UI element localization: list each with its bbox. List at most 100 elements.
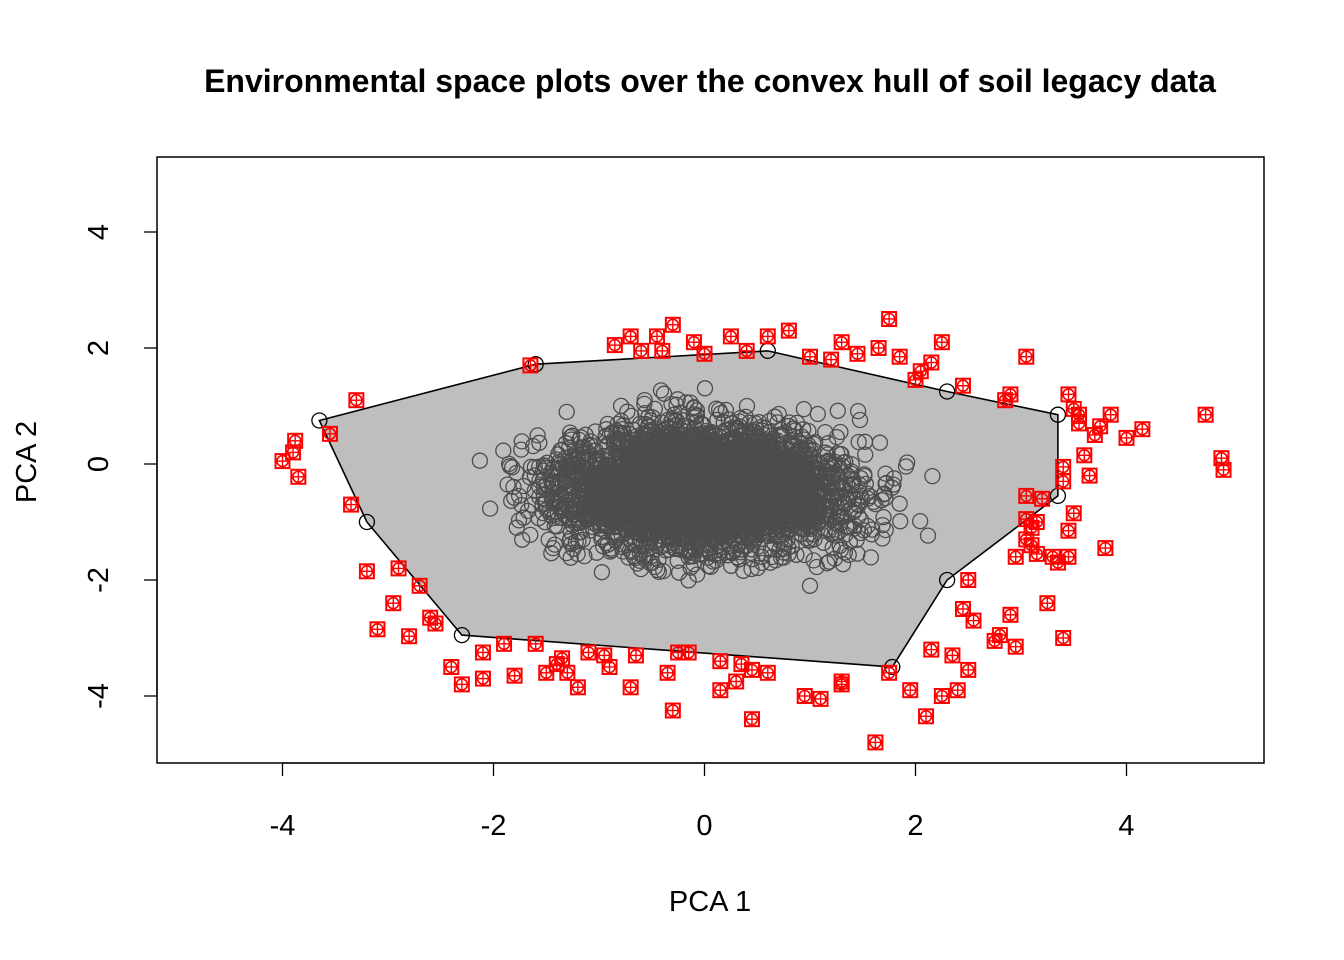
legacy-point: [685, 399, 703, 416]
legacy-point: [515, 509, 532, 526]
x-tick-label: 4: [1118, 810, 1134, 842]
legacy-point: [621, 513, 639, 530]
legacy-point: [740, 518, 757, 536]
legacy-point: [857, 446, 874, 463]
legacy-point: [514, 531, 531, 548]
legacy-point: [801, 505, 819, 522]
outside-point: [1076, 447, 1093, 464]
legacy-point: [797, 530, 815, 547]
legacy-point: [775, 540, 792, 558]
outside-point: [991, 627, 1008, 644]
outside-point: [1060, 548, 1077, 565]
legacy-point: [642, 421, 660, 439]
outside-point: [358, 563, 375, 580]
legacy-point: [875, 508, 892, 526]
legacy-point: [675, 521, 693, 539]
outside-point: [881, 664, 898, 681]
legacy-point: [659, 493, 677, 510]
legacy-point: [820, 492, 837, 509]
outside-point: [1018, 487, 1035, 504]
hull-vertex-point: [938, 383, 956, 400]
legacy-point: [862, 549, 880, 566]
legacy-point: [546, 517, 563, 535]
legacy-point: [863, 526, 880, 543]
legacy-point: [730, 462, 747, 479]
legacy-point: [892, 513, 909, 530]
outside-point: [1034, 490, 1051, 507]
outside-point: [960, 572, 977, 588]
outside-point: [654, 342, 671, 359]
legacy-point: [697, 438, 715, 455]
y-tick-label: 0: [83, 456, 115, 472]
outside-point: [965, 612, 982, 629]
legacy-point: [756, 419, 773, 437]
legacy-point: [750, 510, 768, 527]
outside-point: [933, 334, 950, 351]
legacy-point: [678, 477, 695, 494]
x-tick-label: 0: [696, 810, 712, 842]
outside-point: [427, 615, 444, 632]
legacy-point: [631, 467, 649, 484]
legacy-point: [849, 490, 866, 508]
legacy-points: [311, 342, 1067, 676]
legacy-point: [642, 412, 659, 429]
outside-point: [290, 468, 307, 485]
legacy-point: [604, 445, 621, 462]
legacy-point: [566, 464, 583, 481]
legacy-point: [688, 426, 706, 444]
outside-point: [453, 676, 470, 693]
outside-point: [1028, 514, 1045, 530]
legacy-point: [833, 478, 850, 495]
hull-vertex-point: [358, 513, 376, 531]
legacy-point: [732, 409, 749, 427]
legacy-point: [564, 427, 581, 444]
legacy-point: [540, 531, 557, 548]
outside-point: [601, 659, 618, 675]
legacy-point: [630, 453, 648, 470]
legacy-point: [752, 469, 769, 486]
legacy-point: [576, 547, 593, 565]
legacy-point: [629, 555, 646, 572]
outside-point: [867, 734, 884, 751]
legacy-point: [738, 458, 755, 476]
x-tick-label: -4: [270, 810, 296, 842]
legacy-point: [595, 506, 613, 523]
legacy-point: [773, 521, 791, 539]
outside-point: [823, 351, 840, 368]
legacy-point: [798, 467, 815, 484]
legacy-point: [656, 421, 673, 439]
legacy-point: [632, 560, 650, 578]
legacy-point: [704, 483, 721, 500]
outside-point: [1197, 406, 1214, 423]
legacy-point: [637, 467, 655, 484]
legacy-point: [522, 526, 539, 544]
x-tick-label: -2: [481, 810, 507, 842]
legacy-point: [586, 478, 603, 496]
outside-point: [627, 647, 644, 664]
legacy-point: [595, 490, 612, 508]
legacy-point: [656, 482, 673, 499]
legacy-point: [665, 406, 683, 423]
legacy-point: [818, 555, 836, 572]
outside-point: [274, 453, 291, 470]
legacy-point: [724, 471, 741, 488]
outside-point: [1055, 630, 1072, 646]
legacy-point: [655, 488, 672, 505]
legacy-point: [579, 437, 597, 454]
legacy-point: [776, 498, 794, 516]
legacy-point: [813, 474, 830, 492]
legacy-point: [632, 442, 650, 459]
outside-point: [664, 702, 681, 719]
outside-point: [1028, 545, 1045, 562]
outside-point: [606, 337, 623, 354]
legacy-point: [741, 426, 758, 443]
legacy-point: [785, 435, 802, 453]
legacy-point: [856, 433, 874, 450]
legacy-point: [535, 490, 552, 507]
chart-title: Environmental space plots over the conve…: [204, 63, 1216, 99]
legacy-point: [689, 521, 706, 539]
legacy-point: [752, 489, 769, 506]
legacy-point: [636, 395, 653, 413]
legacy-point: [912, 512, 929, 530]
legacy-point: [625, 491, 642, 508]
